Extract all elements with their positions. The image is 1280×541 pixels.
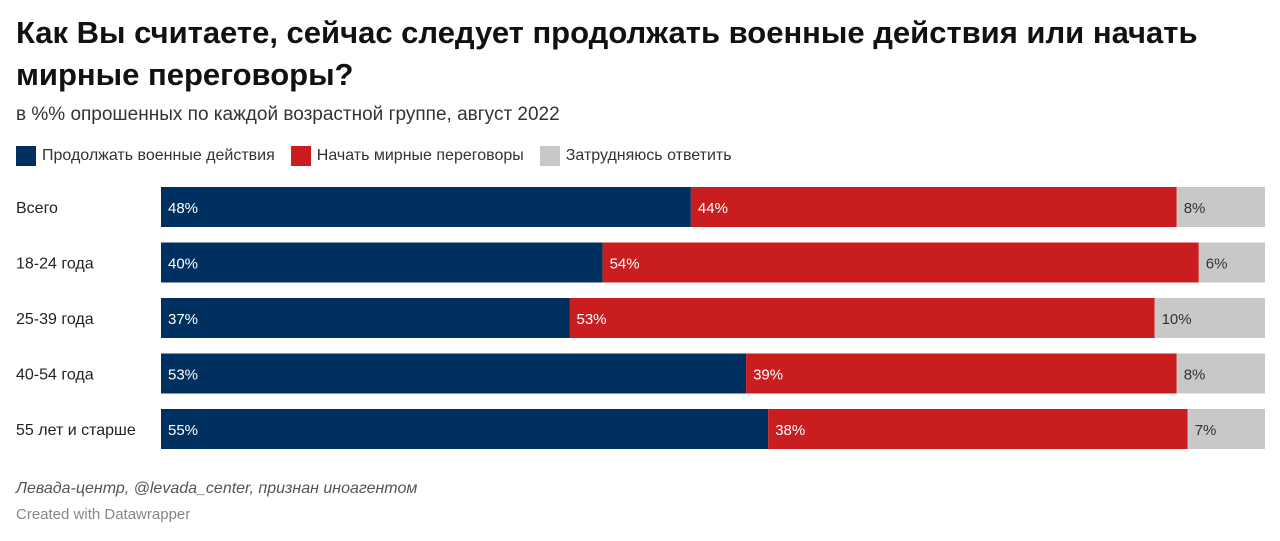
data-label-negotiate: 39% <box>753 367 783 384</box>
bar-row: 25-39 года 37% 53% 10% <box>16 298 1265 338</box>
legend-swatch-continue <box>16 146 36 166</box>
legend-item-continue: Продолжать военные действия <box>16 146 275 166</box>
bar-segment-undecided <box>1176 353 1265 394</box>
legend: Продолжать военные действия Начать мирны… <box>16 146 748 166</box>
bar-segment-negotiate <box>602 242 1199 283</box>
data-label-continue: 53% <box>168 367 198 384</box>
data-label-negotiate: 54% <box>610 256 640 273</box>
legend-item-undecided: Затрудняюсь ответить <box>539 146 732 166</box>
bar-segment-continue <box>161 353 747 394</box>
bar-segment-negotiate <box>768 409 1188 449</box>
bar-segment-continue <box>161 187 691 227</box>
bar-segment-continue <box>161 409 769 449</box>
bar-segment-negotiate <box>690 187 1177 227</box>
chart-source: Левада-центр, @levada_center, признан ин… <box>16 480 418 497</box>
data-label-continue: 40% <box>168 256 198 273</box>
bar-segment-undecided <box>1154 298 1265 338</box>
chart-subtitle: в %% опрошенных по каждой возрастной гру… <box>16 104 560 125</box>
legend-label-undecided: Затрудняюсь ответить <box>565 147 732 164</box>
data-label-continue: 37% <box>168 311 198 328</box>
bar-row: 55 лет и старше 55% 38% 7% <box>16 409 1265 449</box>
data-label-undecided: 8% <box>1184 200 1206 217</box>
bar-row: 40-54 года 53% 39% 8% <box>16 353 1265 394</box>
legend-label-continue: Продолжать военные действия <box>42 147 275 164</box>
data-label-continue: 55% <box>168 422 198 439</box>
legend-swatch-undecided <box>539 146 560 166</box>
chart-credit: Created with Datawrapper <box>16 506 191 523</box>
bar-segment-continue <box>161 298 570 338</box>
data-label-undecided: 8% <box>1184 367 1206 384</box>
bar-segment-undecided <box>1198 242 1265 283</box>
category-label: 18-24 года <box>16 256 94 273</box>
category-label: 55 лет и старше <box>16 422 136 439</box>
data-label-negotiate: 38% <box>775 422 805 439</box>
data-label-undecided: 6% <box>1206 256 1228 273</box>
data-label-negotiate: 44% <box>698 200 728 217</box>
category-label: Всего <box>16 200 58 217</box>
bar-segment-continue <box>161 242 603 283</box>
legend-swatch-negotiate <box>290 146 311 166</box>
legend-item-negotiate: Начать мирные переговоры <box>290 146 524 166</box>
stacked-bar-chart: Всего 48% 44% 8% 18-24 года 40% 54% 6% 25-39 год… <box>16 187 1265 449</box>
bar-segment-negotiate <box>746 353 1177 394</box>
bar-row: Всего 48% 44% 8% <box>16 187 1265 227</box>
chart-title: Как Вы считаете, сейчас следует продолжа… <box>16 15 1198 92</box>
bar-segment-undecided <box>1176 187 1265 227</box>
data-label-undecided: 10% <box>1162 311 1192 328</box>
legend-label-negotiate: Начать мирные переговоры <box>316 147 524 164</box>
category-label: 25-39 года <box>16 311 94 328</box>
bar-row: 18-24 года 40% 54% 6% <box>16 242 1265 283</box>
data-label-continue: 48% <box>168 200 198 217</box>
bar-segment-undecided <box>1187 409 1265 449</box>
data-label-negotiate: 53% <box>577 311 607 328</box>
category-label: 40-54 года <box>16 367 94 384</box>
data-label-undecided: 7% <box>1195 422 1217 439</box>
bar-segment-negotiate <box>569 298 1155 338</box>
